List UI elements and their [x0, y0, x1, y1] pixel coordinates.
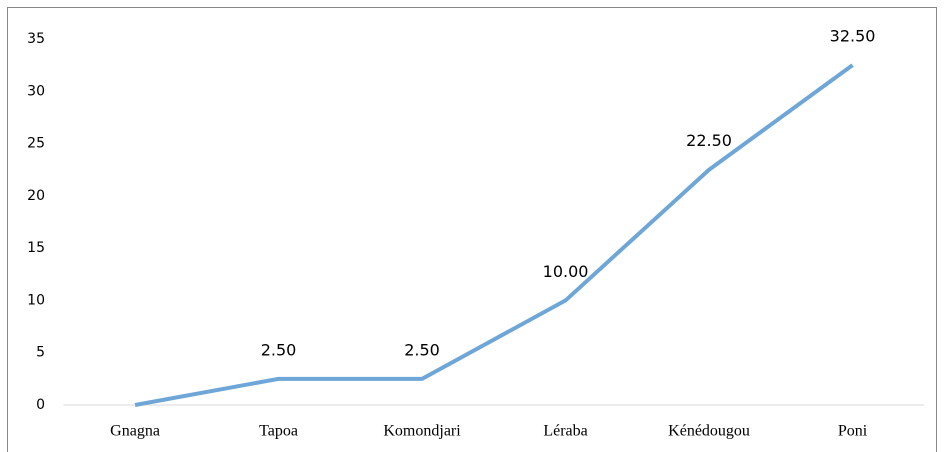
- data-label: 32.50: [830, 27, 876, 46]
- y-tick-label: 30: [27, 83, 45, 99]
- data-label: 10.00: [543, 262, 589, 281]
- y-tick-label: 5: [36, 345, 45, 361]
- x-tick-label: Léraba: [543, 423, 587, 440]
- y-tick-label: 10: [27, 292, 45, 308]
- chart-frame: [7, 7, 937, 452]
- y-tick-label: 15: [27, 240, 45, 256]
- x-tick-label: Tapoa: [259, 423, 298, 440]
- data-label: 2.50: [261, 340, 297, 359]
- y-tick-label: 25: [27, 136, 45, 152]
- x-tick-label: Komondjari: [383, 423, 461, 440]
- y-tick-label: 20: [27, 188, 45, 204]
- x-tick-label: Gnagna: [110, 423, 160, 440]
- y-tick-label: 0: [36, 397, 45, 413]
- data-label: 22.50: [686, 131, 732, 150]
- data-label: 2.50: [404, 340, 440, 359]
- y-tick-label: 35: [27, 31, 45, 47]
- x-tick-label: Poni: [838, 423, 868, 440]
- x-tick-label: Kénédougou: [668, 423, 750, 440]
- data-line: [134, 63, 854, 407]
